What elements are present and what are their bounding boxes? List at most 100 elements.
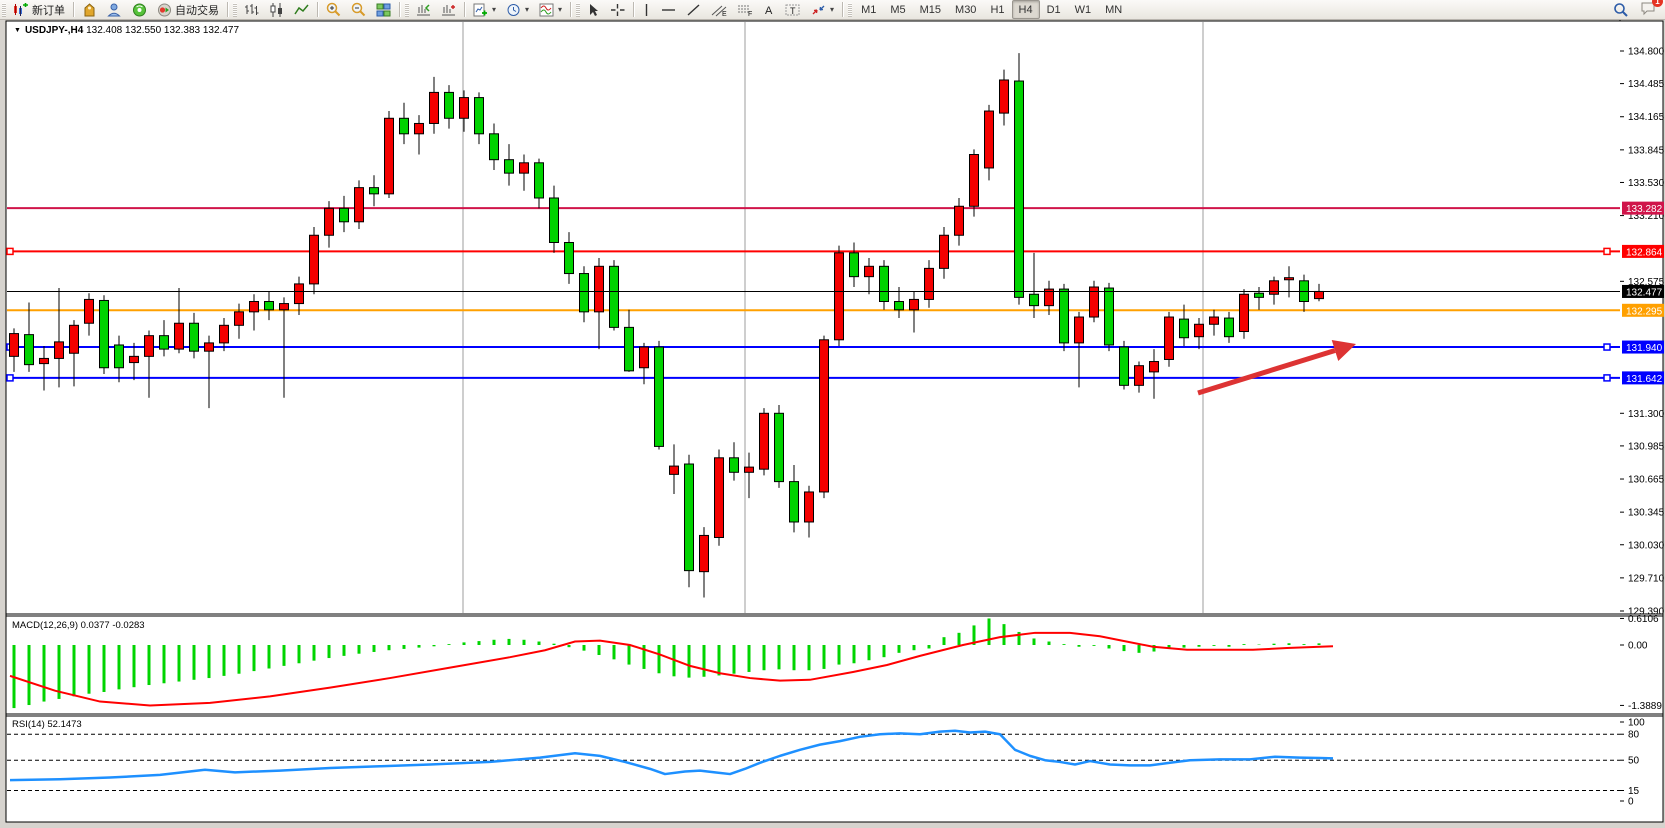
timeframe-d1-button[interactable]: D1 bbox=[1046, 3, 1061, 16]
candle-body bbox=[744, 466, 754, 473]
price-line-label-box bbox=[1622, 303, 1664, 317]
candle-body bbox=[654, 346, 664, 447]
candle-body bbox=[219, 324, 229, 344]
templates-icon bbox=[539, 3, 554, 17]
line-handle[interactable] bbox=[6, 247, 14, 256]
candle-body bbox=[1224, 317, 1234, 338]
candle-body bbox=[759, 412, 769, 470]
candlestick-chart-button[interactable] bbox=[264, 0, 289, 20]
timeframe-h4-button[interactable]: H4 bbox=[1011, 0, 1040, 19]
fibonacci-tool-button[interactable]: F bbox=[732, 0, 758, 20]
candle-body bbox=[624, 326, 634, 372]
autotrade-button[interactable]: 自动交易 bbox=[152, 0, 224, 20]
zoom-in-button[interactable] bbox=[321, 0, 346, 20]
candle-body bbox=[684, 463, 694, 572]
candle-body bbox=[714, 457, 724, 539]
macd-axis-label: -1.3889 bbox=[1628, 701, 1662, 712]
signals-button[interactable] bbox=[127, 0, 152, 20]
price-tick-label: 134.800 bbox=[1628, 47, 1665, 58]
auto-scroll-icon bbox=[416, 3, 431, 17]
chat-button[interactable]: 1 bbox=[1640, 0, 1663, 19]
trend-arrow-line[interactable] bbox=[1197, 348, 1336, 396]
price-tick-label: 130.665 bbox=[1628, 475, 1665, 486]
timeframe-m15-button[interactable]: M15 bbox=[919, 3, 942, 16]
candle-body bbox=[789, 481, 799, 523]
chat-badge: 1 bbox=[1652, 0, 1663, 7]
price-line-label-box bbox=[1622, 201, 1664, 215]
price-tick-label: 130.030 bbox=[1628, 540, 1665, 551]
line-handle[interactable] bbox=[1603, 247, 1611, 256]
line-handle[interactable] bbox=[1603, 374, 1611, 382]
candle-body bbox=[264, 300, 274, 311]
auto-scroll-button[interactable] bbox=[411, 0, 436, 20]
signals-account-button[interactable] bbox=[102, 0, 127, 20]
line-chart-button[interactable] bbox=[289, 0, 314, 20]
timeframe-m5-button[interactable]: M5 bbox=[890, 3, 906, 16]
vertical-line-tool-button[interactable] bbox=[637, 0, 656, 20]
timeframe-m1-button[interactable]: M1 bbox=[861, 3, 877, 16]
chart-shift-button[interactable] bbox=[436, 0, 461, 20]
svg-text:T: T bbox=[790, 6, 796, 16]
price-line-label: 132.295 bbox=[1626, 306, 1663, 317]
text-label-tool-button[interactable]: T bbox=[780, 0, 806, 20]
candle-body bbox=[354, 187, 364, 223]
market-button[interactable] bbox=[77, 0, 102, 20]
candle-body bbox=[519, 162, 529, 174]
text-tool-button[interactable]: A bbox=[758, 0, 780, 20]
price-line-label: 132.864 bbox=[1626, 247, 1663, 258]
candle-body bbox=[444, 91, 454, 119]
timeframe-h1-button[interactable]: H1 bbox=[990, 3, 1005, 16]
line-handle[interactable] bbox=[6, 374, 14, 382]
candle-body bbox=[9, 333, 19, 357]
line-handle[interactable] bbox=[1603, 343, 1611, 351]
price-line-label: 131.940 bbox=[1626, 343, 1663, 354]
bar-chart-button[interactable] bbox=[239, 0, 264, 20]
trend-arrow-head[interactable] bbox=[1331, 340, 1356, 362]
timeframe-mn-button[interactable]: MN bbox=[1105, 3, 1123, 16]
rsi-line bbox=[9, 729, 1334, 782]
fibo-f-icon: F bbox=[737, 3, 753, 17]
toolbar-separator bbox=[399, 2, 400, 17]
candle-body bbox=[1029, 293, 1039, 307]
svg-text:E: E bbox=[722, 11, 727, 17]
tile-windows-icon bbox=[376, 3, 391, 17]
rsi-axis-label: 100 bbox=[1628, 718, 1645, 729]
timeframe-w1-button[interactable]: W1 bbox=[1074, 3, 1092, 16]
channel-e-icon: E bbox=[711, 3, 727, 17]
arrows-tool-button[interactable]: ▾ bbox=[806, 0, 839, 20]
label-t-icon: T bbox=[785, 3, 801, 17]
new-chart-button[interactable]: ▾ bbox=[468, 0, 501, 20]
symbol-title: USDJPY-,H4 bbox=[24, 25, 84, 36]
trendline-tool-button[interactable] bbox=[681, 0, 706, 20]
candle-body bbox=[1179, 318, 1189, 339]
macd-axis-label: 0.6106 bbox=[1628, 614, 1659, 625]
new-order-button[interactable]: 新订单 bbox=[8, 0, 70, 20]
price-tick-label: 130.985 bbox=[1628, 441, 1665, 452]
templates-button[interactable]: ▾ bbox=[534, 0, 567, 20]
timeframe-m30-button[interactable]: M30 bbox=[955, 3, 977, 16]
candle-body bbox=[1134, 365, 1144, 386]
cursor-tool-button[interactable] bbox=[582, 0, 605, 20]
symbol-ohlc-line[interactable]: ▼ USDJPY-,H4 132.408 132.550 132.383 132.… bbox=[14, 25, 239, 36]
price-tick-label: 131.300 bbox=[1628, 409, 1665, 420]
periodicity-button[interactable]: ▾ bbox=[501, 0, 534, 20]
price-line-label: 133.282 bbox=[1626, 204, 1663, 215]
ohlc-values: 132.408 132.550 132.383 132.477 bbox=[86, 25, 240, 36]
candle-body bbox=[99, 299, 109, 369]
chart-shift-icon bbox=[441, 3, 456, 17]
horizontal-line-tool-button[interactable] bbox=[656, 0, 681, 20]
candle-body bbox=[384, 117, 394, 195]
tile-windows-button[interactable] bbox=[371, 0, 396, 20]
crosshair-tool-button[interactable] bbox=[605, 0, 630, 20]
macd-indicator-label: MACD(12,26,9) 0.0377 -0.0283 bbox=[12, 620, 145, 631]
candle-body bbox=[414, 122, 424, 135]
autotrade-button-label: 自动交易 bbox=[175, 4, 219, 17]
search-button[interactable] bbox=[1608, 0, 1634, 20]
candle-body bbox=[579, 273, 589, 313]
candle-body bbox=[174, 322, 184, 350]
zoom-out-button[interactable] bbox=[346, 0, 371, 20]
market-icon bbox=[82, 2, 97, 17]
candle-body bbox=[459, 97, 469, 119]
equidistant-channel-tool-button[interactable]: E bbox=[706, 0, 732, 20]
